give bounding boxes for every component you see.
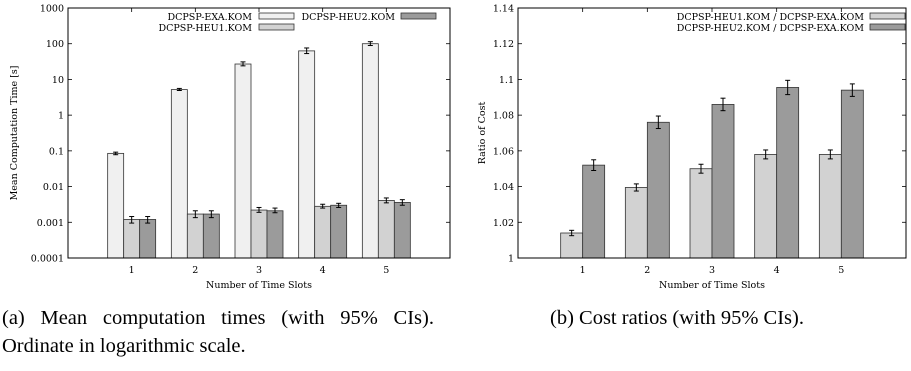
legend-label: DCPSP-HEU2.KOM / DCPSP-EXA.KOM	[677, 23, 864, 34]
bar	[560, 232, 584, 259]
bar	[624, 187, 648, 259]
x-tick-label: 4	[774, 265, 780, 276]
bar	[689, 168, 713, 259]
y-tick-label: 1.08	[493, 111, 514, 122]
y-tick-label: 10	[52, 75, 64, 86]
y-axis-label: Ratio of Cost	[477, 102, 488, 165]
y-axis-label: Mean Computation Time [s]	[9, 66, 20, 201]
legend-swatch	[258, 12, 295, 20]
bar	[186, 213, 204, 259]
bar	[266, 210, 284, 259]
bar	[123, 219, 141, 259]
bar	[361, 43, 379, 259]
bar	[754, 154, 778, 259]
x-tick-label: 2	[192, 265, 198, 276]
y-tick-label: 0.01	[43, 182, 64, 193]
y-tick-label: 1.02	[493, 218, 514, 229]
x-tick-label: 5	[383, 265, 389, 276]
caption-b: (b) Cost ratios (with 95% CIs).	[550, 307, 804, 329]
x-axis-label: Number of Time Slots	[659, 280, 765, 290]
bar	[711, 104, 735, 259]
bar	[202, 213, 220, 259]
x-tick-label: 5	[838, 265, 844, 276]
y-tick-label: 1.1	[499, 75, 514, 86]
legend-label: DCPSP-HEU1.KOM / DCPSP-EXA.KOM	[677, 12, 864, 23]
bar	[139, 219, 157, 259]
y-tick-label: 0.001	[37, 218, 64, 229]
legend-label: DCPSP-EXA.KOM	[168, 12, 253, 23]
bar	[393, 202, 411, 259]
legend-swatch	[869, 23, 906, 31]
legend-swatch	[258, 23, 295, 31]
legend-label: DCPSP-HEU2.KOM	[301, 12, 395, 23]
y-tick-label: 1	[58, 111, 64, 122]
bar	[840, 89, 864, 259]
bar	[776, 87, 800, 259]
computation-time-chart: 0.0001 0.001 0.01 0.1 1 10 100 1000 1 2 3 4 5 Number …	[0, 0, 456, 291]
legend-label: DCPSP-HEU1.KOM	[158, 23, 252, 34]
y-tick-label: 1.12	[493, 39, 514, 50]
legend-swatch	[400, 12, 437, 20]
cost-ratio-chart-svg: 1 1.02 1.04 1.06 1.08 1.1 1.12 1.14 1 2 3 4 5 Number …	[477, 4, 907, 291]
legend-swatch	[869, 12, 906, 20]
y-tick-label: 0.1	[49, 146, 64, 157]
x-tick-label: 1	[129, 265, 135, 276]
plot-frame	[67, 7, 451, 259]
y-tick-label: 100	[46, 39, 64, 50]
x-tick-label: 2	[644, 265, 650, 276]
x-axis-label: Number of Time Slots	[206, 280, 312, 290]
bar	[377, 200, 395, 259]
y-tick-label: 1.04	[493, 182, 514, 193]
bar	[330, 204, 348, 259]
plot-frame	[517, 7, 907, 259]
bar	[582, 164, 606, 259]
y-tick-label: 1.14	[493, 4, 514, 15]
bar	[314, 205, 332, 259]
y-tick-label: 1000	[40, 4, 64, 15]
computation-time-chart-svg: 0.0001 0.001 0.01 0.1 1 10 100 1000 1 2 3 4 5 Number …	[9, 4, 451, 291]
y-tick-label: 0.0001	[31, 254, 64, 265]
y-tick-label: 1.06	[493, 146, 514, 157]
bar	[234, 63, 252, 259]
y-tick-label: 1	[508, 254, 514, 265]
caption-a: (a) Mean computation times (with 95% CIs…	[2, 307, 434, 357]
bar	[107, 152, 125, 259]
bar	[298, 50, 316, 259]
x-tick-label: 4	[320, 265, 326, 276]
bar	[818, 154, 842, 259]
bar	[170, 89, 188, 259]
cost-ratio-chart: 1 1.02 1.04 1.06 1.08 1.1 1.12 1.14 1 2 3 4 5 Number …	[458, 0, 911, 291]
x-tick-label: 1	[580, 265, 586, 276]
bar	[250, 209, 268, 259]
x-tick-label: 3	[709, 265, 715, 276]
x-tick-label: 3	[256, 265, 262, 276]
bar	[646, 121, 670, 259]
